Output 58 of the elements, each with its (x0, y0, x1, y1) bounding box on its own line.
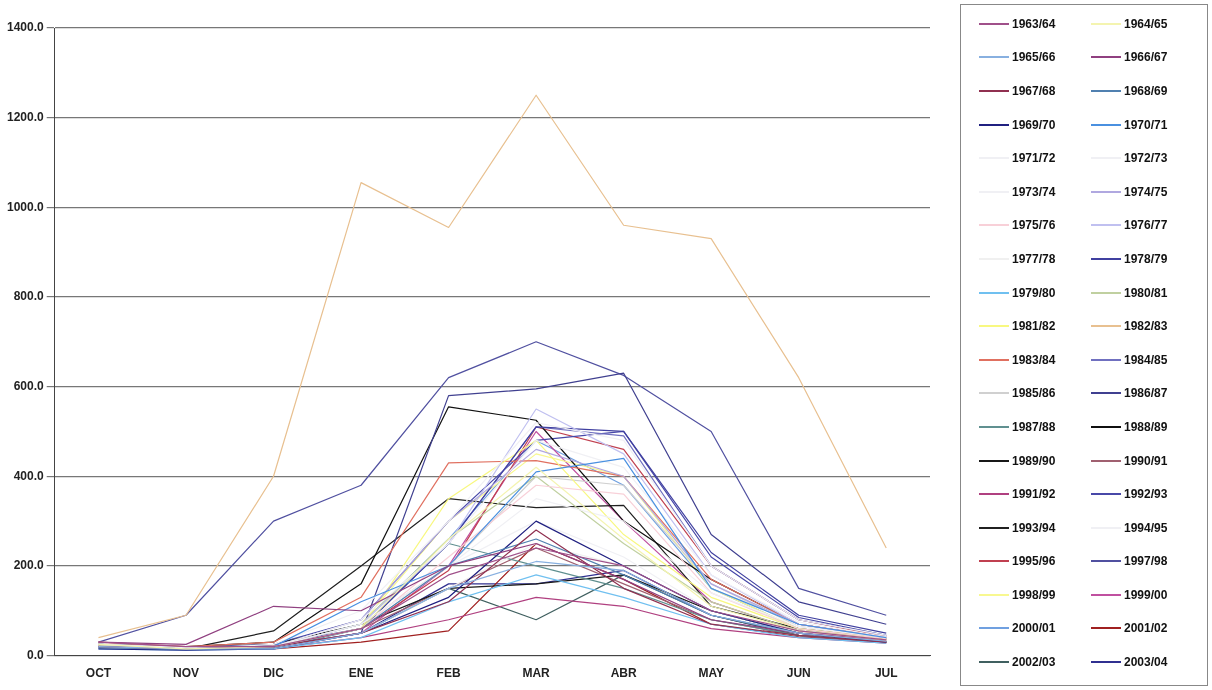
legend-label: 1990/91 (1124, 453, 1168, 468)
x-tick-label: ENE (348, 666, 374, 681)
legend-label: 1986/87 (1124, 386, 1168, 401)
x-tick-label: MAY (698, 666, 724, 681)
x-tick-label: NOV (172, 666, 200, 681)
y-tick-label: 600.0 (13, 378, 45, 393)
legend-label: 1967/68 (1012, 83, 1056, 98)
y-tick-label: 400.0 (13, 468, 45, 483)
legend-label: 1993/94 (1012, 520, 1056, 535)
legend-label: 1980/81 (1124, 285, 1168, 300)
x-tick-label: DIC (263, 666, 285, 681)
y-tick-label: 1000.0 (7, 199, 45, 214)
legend-label: 1973/74 (1012, 184, 1056, 199)
legend-label: 1977/78 (1012, 251, 1056, 266)
x-tick-label: MAR (522, 666, 551, 681)
y-tick-label: 800.0 (13, 289, 45, 304)
legend-label: 1999/00 (1124, 587, 1168, 602)
x-tick-label: JUL (874, 666, 898, 681)
legend-label: 1992/93 (1124, 487, 1168, 502)
legend-label: 1981/82 (1012, 319, 1056, 334)
legend-label: 1968/69 (1124, 83, 1168, 98)
legend-label: 1975/76 (1012, 218, 1056, 233)
legend-label: 1972/73 (1124, 151, 1168, 166)
legend-label: 1989/90 (1012, 453, 1056, 468)
legend-label: 1965/66 (1012, 50, 1056, 65)
legend-label: 1997/98 (1124, 554, 1168, 569)
legend-label: 1994/95 (1124, 520, 1168, 535)
legend-label: 1963/64 (1012, 16, 1056, 31)
legend-label: 1987/88 (1012, 419, 1056, 434)
y-tick-label: 200.0 (13, 558, 45, 573)
y-tick-label: 0.0 (27, 647, 45, 662)
legend-label: 1971/72 (1012, 151, 1056, 166)
legend-label: 1991/92 (1012, 487, 1056, 502)
legend-label: 2002/03 (1012, 655, 1056, 670)
legend-label: 1976/77 (1124, 218, 1168, 233)
x-tick-label: ABR (610, 666, 637, 681)
legend-label: 1982/83 (1124, 319, 1168, 334)
legend-label: 1983/84 (1012, 352, 1056, 367)
y-tick-label: 1200.0 (7, 109, 45, 124)
legend-label: 2003/04 (1124, 655, 1168, 670)
x-tick-label: OCT (85, 666, 112, 681)
legend-label: 1985/86 (1012, 386, 1056, 401)
legend-label: 1995/96 (1012, 554, 1056, 569)
legend-label: 2000/01 (1012, 621, 1056, 636)
legend-label: 1978/79 (1124, 251, 1168, 266)
legend-label: 1966/67 (1124, 50, 1168, 65)
y-tick-label: 1400.0 (7, 20, 45, 35)
x-tick-label: JUN (786, 666, 811, 681)
legend-label: 1969/70 (1012, 117, 1056, 132)
legend-label: 1970/71 (1124, 117, 1168, 132)
legend-label: 1974/75 (1124, 184, 1168, 199)
x-tick-label: FEB (436, 666, 461, 681)
legend-label: 1964/65 (1124, 16, 1168, 31)
legend-label: 1988/89 (1124, 419, 1168, 434)
legend-label: 1979/80 (1012, 285, 1056, 300)
legend-label: 2001/02 (1124, 621, 1168, 636)
legend-label: 1984/85 (1124, 352, 1168, 367)
legend-label: 1998/99 (1012, 587, 1056, 602)
